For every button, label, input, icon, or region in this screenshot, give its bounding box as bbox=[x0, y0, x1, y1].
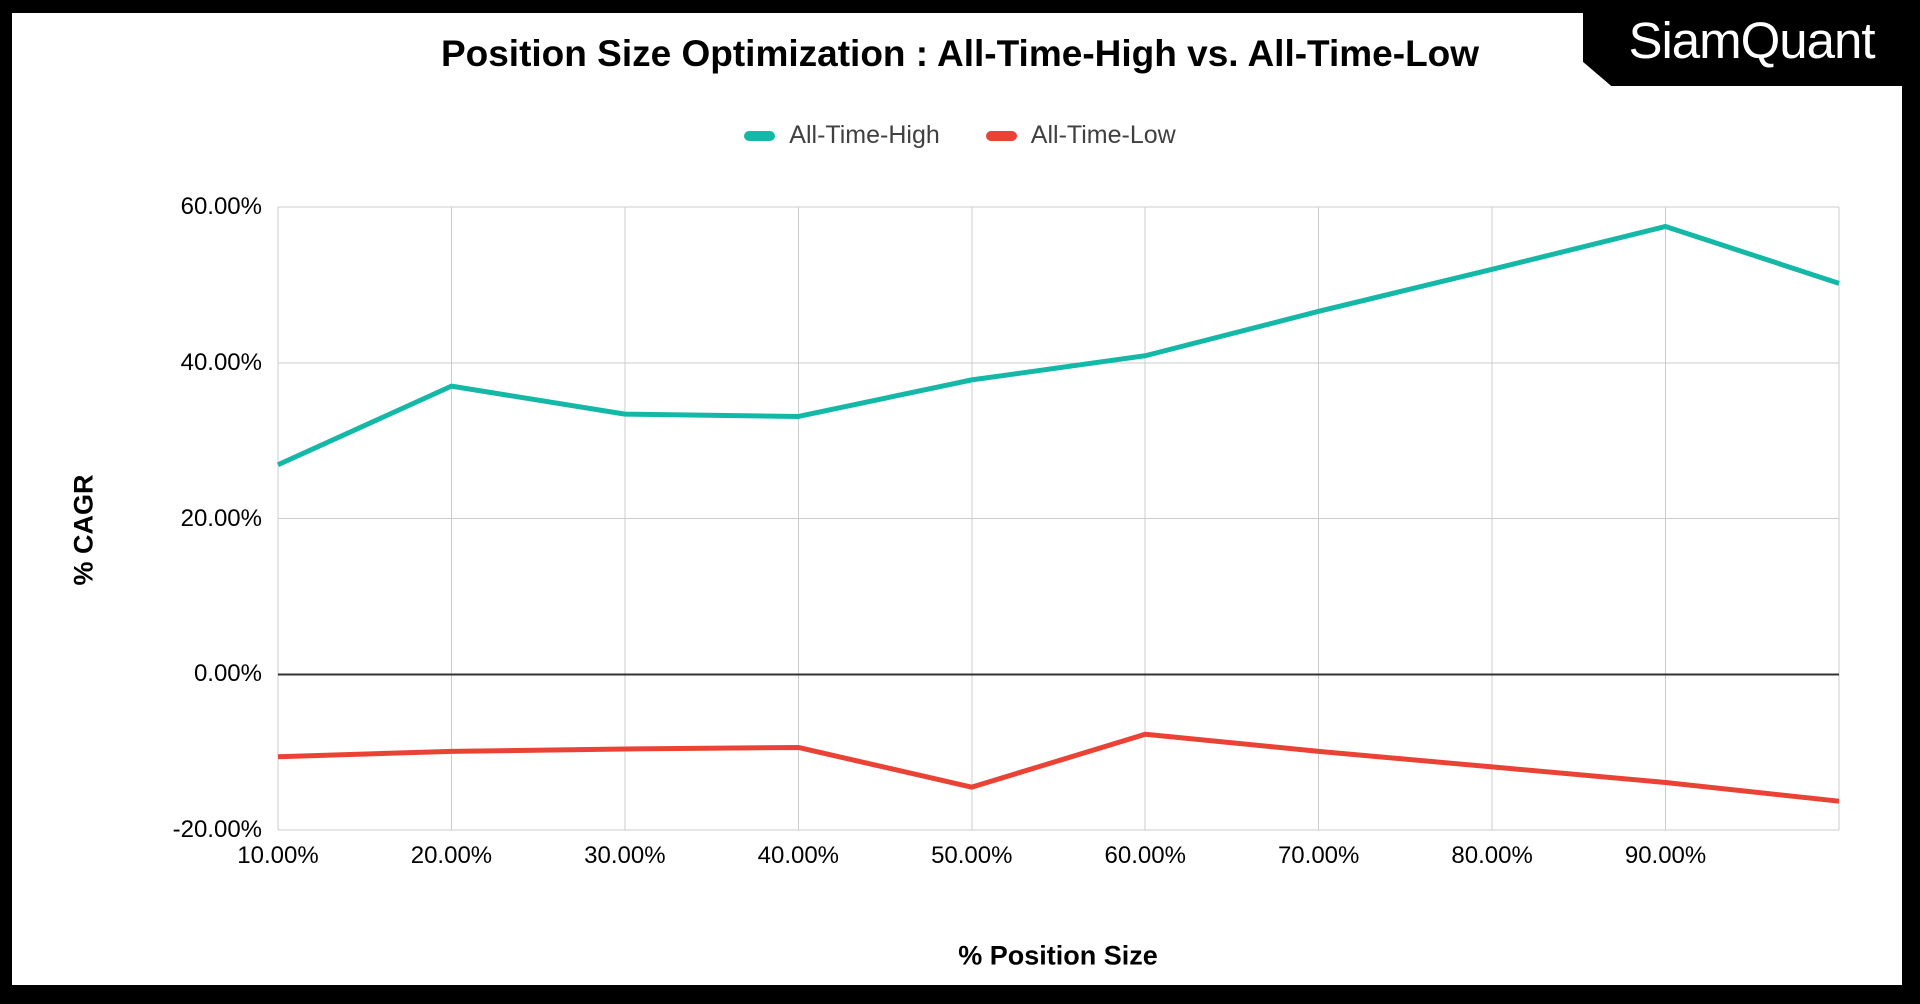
x-tick-label: 70.00% bbox=[1277, 842, 1360, 869]
x-axis-title: % Position Size bbox=[958, 940, 1158, 971]
y-tick-label: 20.00% bbox=[180, 504, 262, 532]
x-tick-label: 40.00% bbox=[757, 842, 840, 869]
legend-item-all-time-low: All-Time-Low bbox=[985, 121, 1176, 150]
y-tick-label: 0.00% bbox=[193, 660, 262, 688]
x-tick-label: 60.00% bbox=[1104, 842, 1186, 869]
legend-label: All-Time-High bbox=[789, 121, 940, 149]
frame-right bbox=[1902, 0, 1920, 1004]
frame-bottom bbox=[0, 985, 1920, 1004]
legend-swatch-all-time-high bbox=[744, 130, 776, 141]
x-tick-label: 10.00% bbox=[237, 842, 319, 869]
chart-title: Position Size Optimization : All-Time-Hi… bbox=[440, 33, 1480, 74]
y-tick-label: 60.00% bbox=[180, 193, 262, 220]
frame-top bbox=[0, 0, 1920, 13]
x-tick-label: 90.00% bbox=[1624, 842, 1707, 869]
x-tick-label: 30.00% bbox=[584, 842, 666, 869]
siamquant-logo-text: SiamQuant bbox=[1628, 11, 1875, 69]
x-tick-label: 80.00% bbox=[1451, 842, 1533, 869]
chart-legend: All-Time-High All-Time-Low bbox=[0, 121, 1920, 150]
legend-item-all-time-high: All-Time-High bbox=[744, 121, 940, 150]
x-tick-label: 50.00% bbox=[931, 842, 1013, 869]
frame-left bbox=[0, 0, 12, 1004]
x-tick-label: 20.00% bbox=[410, 842, 493, 869]
series-line-all-time-low bbox=[277, 731, 1840, 804]
series-line-all-time-high bbox=[276, 223, 1840, 468]
legend-label: All-Time-Low bbox=[1030, 121, 1176, 149]
siamquant-logo-badge: SiamQuant bbox=[1583, 0, 1920, 86]
y-tick-label: 40.00% bbox=[180, 348, 262, 376]
plot-area bbox=[276, 206, 1840, 831]
legend-swatch-all-time-low bbox=[985, 130, 1017, 141]
y-tick-label: -20.00% bbox=[172, 816, 262, 843]
